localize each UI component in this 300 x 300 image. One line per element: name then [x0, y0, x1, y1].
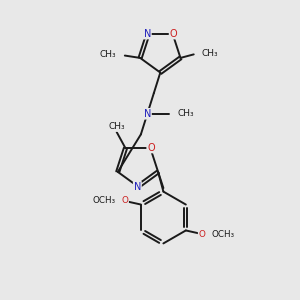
Text: O: O	[169, 28, 177, 39]
Text: N: N	[134, 182, 141, 192]
Text: CH₃: CH₃	[202, 49, 219, 58]
Text: OCH₃: OCH₃	[92, 196, 115, 205]
Text: CH₃: CH₃	[178, 109, 194, 118]
Text: O: O	[199, 230, 206, 239]
Text: OCH₃: OCH₃	[212, 230, 235, 239]
Text: N: N	[144, 109, 151, 119]
Text: CH₃: CH₃	[108, 122, 125, 131]
Text: O: O	[147, 142, 155, 153]
Text: CH₃: CH₃	[99, 50, 116, 59]
Text: N: N	[144, 28, 151, 39]
Text: O: O	[121, 196, 128, 205]
